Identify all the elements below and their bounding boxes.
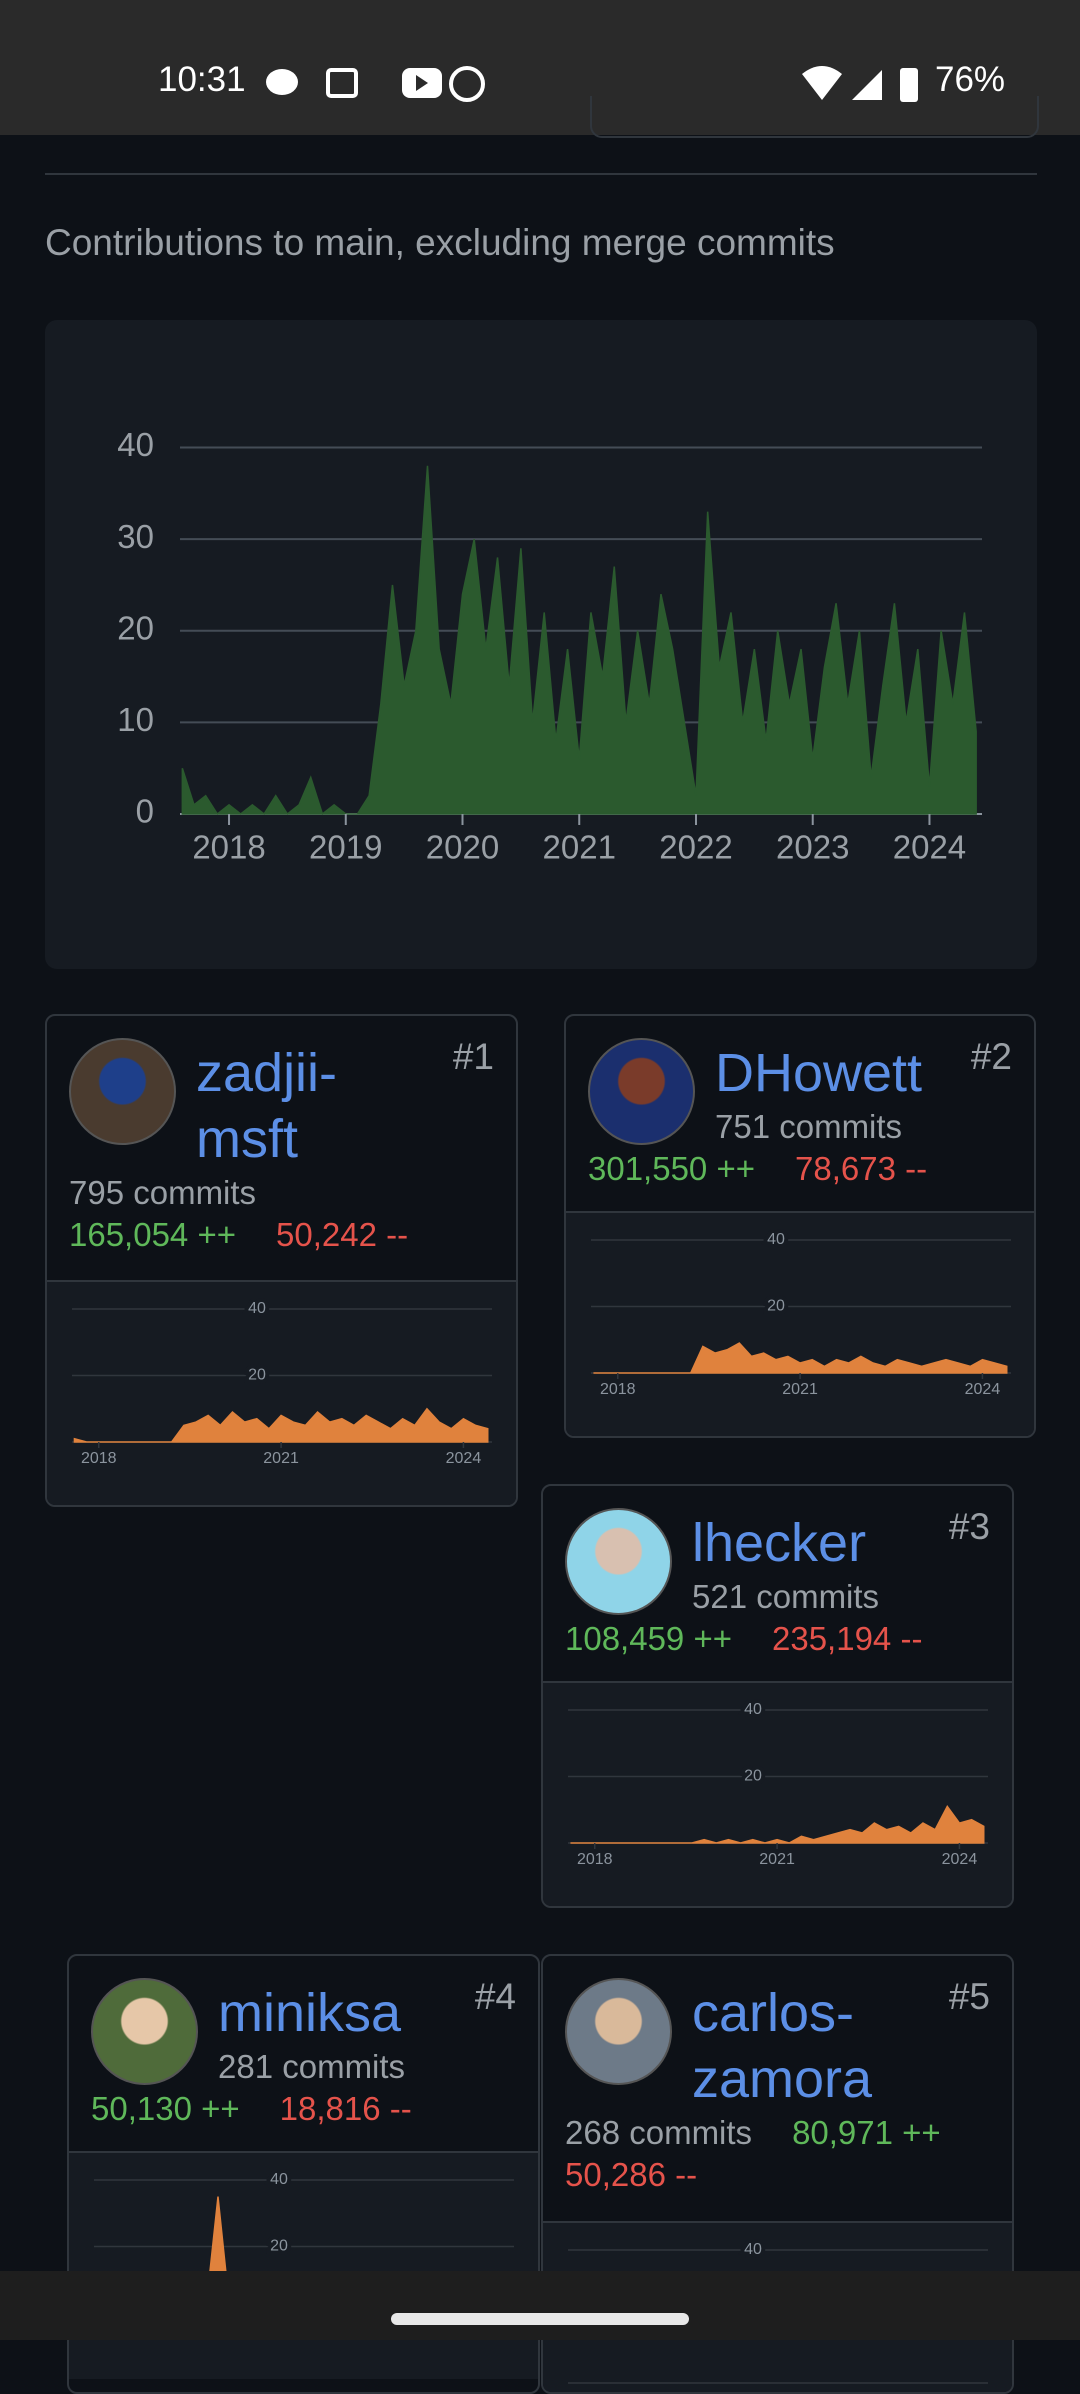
system-icons: [802, 66, 918, 102]
x-tick-label: 2021: [263, 1450, 299, 1467]
x-tick-label: 2018: [81, 1450, 117, 1467]
contributor-chart: 20 40 2018 2021 2024: [543, 1683, 1012, 1906]
x-tick-label: 2024: [942, 1851, 978, 1868]
lines-removed: 18,816 --: [279, 2090, 412, 2127]
y-tick-label: 40: [117, 426, 154, 463]
x-tick-label: 2023: [776, 829, 849, 866]
lines-removed: 235,194 --: [772, 1620, 923, 1657]
panel-edge: [590, 96, 1039, 138]
commit-count: 281 commits: [218, 2048, 406, 2085]
y-tick-label: 20: [767, 1298, 785, 1315]
x-tick-label: 2021: [543, 829, 616, 866]
card-header: #1 zadjii-msft 795 commits 165,054 ++ 50,242…: [47, 1016, 516, 1282]
status-bar: 10:31 76%: [0, 0, 1080, 135]
lines-added: 165,054 ++: [69, 1216, 236, 1253]
x-tick-label: 2024: [893, 829, 966, 866]
y-tick-label: 10: [117, 701, 154, 738]
x-tick-label: 2022: [659, 829, 732, 866]
x-tick-label: 2021: [759, 1851, 795, 1868]
contributor-name[interactable]: zadjii-msft: [196, 1043, 338, 1169]
lines-removed: 78,673 --: [795, 1150, 928, 1187]
x-tick-label: 2018: [600, 1381, 636, 1398]
rank: #2: [970, 1036, 1012, 1077]
stats: 268 commits 80,971 ++ 50,286 --: [565, 2112, 990, 2196]
y-tick-label: 30: [117, 518, 154, 555]
commit-count: 795 commits: [69, 1174, 257, 1211]
contributor-chart: 20 40 2018 2021 2024: [566, 1213, 1034, 1436]
contributor-chart: 20 40 2018 2021 2024: [47, 1282, 516, 1505]
y-tick-label: 40: [744, 1701, 762, 1718]
rank: #5: [948, 1976, 990, 2017]
card-header: #3 lhecker 521 commits 108,459 ++ 235,194 --: [543, 1486, 1012, 1683]
contributor-name[interactable]: DHowett: [715, 1043, 923, 1103]
x-tick-label: 2021: [782, 1381, 818, 1398]
x-tick-label: 2024: [965, 1381, 1001, 1398]
rank: #1: [452, 1036, 494, 1077]
y-tick-label: 20: [270, 2238, 288, 2255]
x-tick-label: 2020: [426, 829, 499, 866]
x-tick-label: 2018: [192, 829, 265, 866]
avatar[interactable]: [69, 1038, 176, 1145]
y-tick-label: 0: [136, 793, 154, 830]
card-header: #4 miniksa 281 commits 50,130 ++ 18,816 --: [69, 1956, 538, 2153]
stats: 795 commits 165,054 ++ 50,242 --: [69, 1172, 494, 1256]
y-tick-label: 20: [117, 609, 154, 646]
y-tick-label: 20: [248, 1367, 266, 1384]
avatar[interactable]: [565, 1978, 672, 2085]
y-tick-label: 40: [744, 2241, 762, 2258]
commit-count: 268 commits: [565, 2114, 753, 2151]
stats: 521 commits 108,459 ++ 235,194 --: [565, 1576, 990, 1660]
contributor-name[interactable]: carlos-zamora: [692, 1983, 873, 2109]
lines-removed: 50,242 --: [276, 1216, 409, 1253]
contributor-card: #2 DHowett 751 commits 301,550 ++ 78,673 -- 2…: [564, 1014, 1036, 1438]
area: [593, 1342, 1008, 1374]
main-chart: 0 10 20 30 40 2018 2019 2020 2021 2022 2023 2024: [117, 426, 982, 866]
home-handle[interactable]: [391, 2313, 689, 2325]
y-tick-label: 40: [248, 1300, 266, 1317]
lines-added: 301,550 ++: [588, 1150, 755, 1187]
avatar[interactable]: [91, 1978, 198, 2085]
stats: 751 commits 301,550 ++ 78,673 --: [588, 1106, 1012, 1190]
rank: #4: [474, 1976, 516, 2017]
section-heading: Contributions to main, excluding merge c…: [45, 222, 835, 263]
battery: 76%: [935, 60, 1006, 99]
avatar[interactable]: [565, 1508, 672, 1615]
area: [570, 1805, 985, 1844]
contributor-card: #1 zadjii-msft 795 commits 165,054 ++ 50,242…: [45, 1014, 518, 1507]
area: [181, 465, 977, 816]
x-tick-label: 2024: [446, 1450, 482, 1467]
area: [73, 1407, 489, 1443]
contributor-name[interactable]: lhecker: [692, 1513, 867, 1573]
clock: 10:31: [158, 60, 246, 99]
rank: #3: [948, 1506, 990, 1547]
chart-panel: 0 10 20 30 40 2018 2019 2020 2021 2022 2023 2024: [45, 320, 1037, 969]
notification-icons: [266, 66, 485, 102]
navigation-bar: [0, 2271, 1080, 2340]
contributor-card: #3 lhecker 521 commits 108,459 ++ 235,194 --…: [541, 1484, 1014, 1908]
lines-added: 80,971 ++: [792, 2114, 941, 2151]
y-tick-label: 40: [270, 2171, 288, 2188]
lines-added: 108,459 ++: [565, 1620, 732, 1657]
lines-removed: 50,286 --: [565, 2156, 698, 2193]
commit-count: 521 commits: [692, 1578, 880, 1615]
card-header: #2 DHowett 751 commits 301,550 ++ 78,673 --: [566, 1016, 1034, 1213]
lines-added: 50,130 ++: [91, 2090, 240, 2127]
divider: [45, 173, 1037, 175]
y-tick-label: 40: [767, 1231, 785, 1248]
avatar[interactable]: [588, 1038, 695, 1145]
y-tick-label: 20: [744, 1768, 762, 1785]
x-tick-label: 2018: [577, 1851, 613, 1868]
x-tick-label: 2019: [309, 829, 382, 866]
stats: 281 commits 50,130 ++ 18,816 --: [91, 2046, 516, 2130]
commit-count: 751 commits: [715, 1108, 903, 1145]
card-header: #5 carlos-zamora 268 commits 80,971 ++ 50,28…: [543, 1956, 1012, 2223]
contributor-name[interactable]: miniksa: [218, 1983, 402, 2043]
